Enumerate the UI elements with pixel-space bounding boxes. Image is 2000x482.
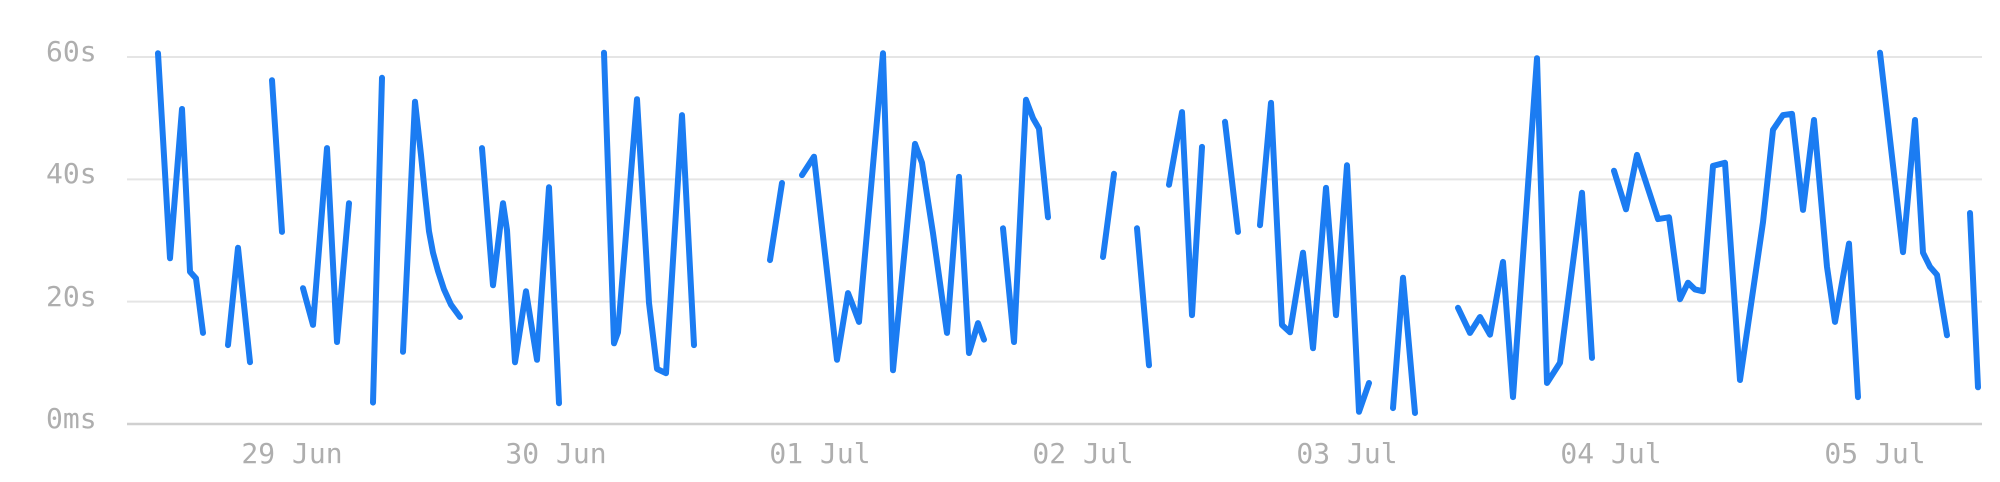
x-tick-label: 04 Jul [1560,437,1662,470]
series-line-segment [370,74,385,406]
series-line-segment [1611,110,1861,401]
x-tick-label: 05 Jul [1824,437,1926,470]
series-line-segment [300,145,352,345]
series-line-segment [1000,96,1051,345]
y-tick-label: 60s [46,35,97,68]
series-line-segment [225,244,253,366]
series-line-segment [1166,109,1205,319]
series-line-segment [479,145,562,407]
series-line-segment [1967,210,1981,391]
y-tick-label: 0ms [46,402,97,435]
series-line-segment [1257,99,1372,415]
x-tick-label: 30 Jun [505,437,607,470]
series-line-segment [1390,274,1418,416]
series-line-segment [799,50,987,374]
x-tick-label: 02 Jul [1032,437,1134,470]
series-line-segment [1134,225,1152,369]
series-line-segment [1455,55,1595,401]
series-line-segment [601,49,697,377]
series-line-segment [1877,49,1950,339]
y-tick-label: 20s [46,279,97,313]
series-line-segment [767,180,785,264]
series-line-segment [400,98,463,355]
series-line-segment [1100,170,1117,260]
x-tick-label: 01 Jul [769,437,871,470]
x-tick-label: 29 Jun [241,437,343,470]
y-tick-label: 40s [46,157,97,191]
x-tick-label: 03 Jul [1296,437,1398,470]
series-line-segment [1222,118,1241,235]
series-line-segment [155,50,206,336]
series-line-segment [269,77,285,235]
